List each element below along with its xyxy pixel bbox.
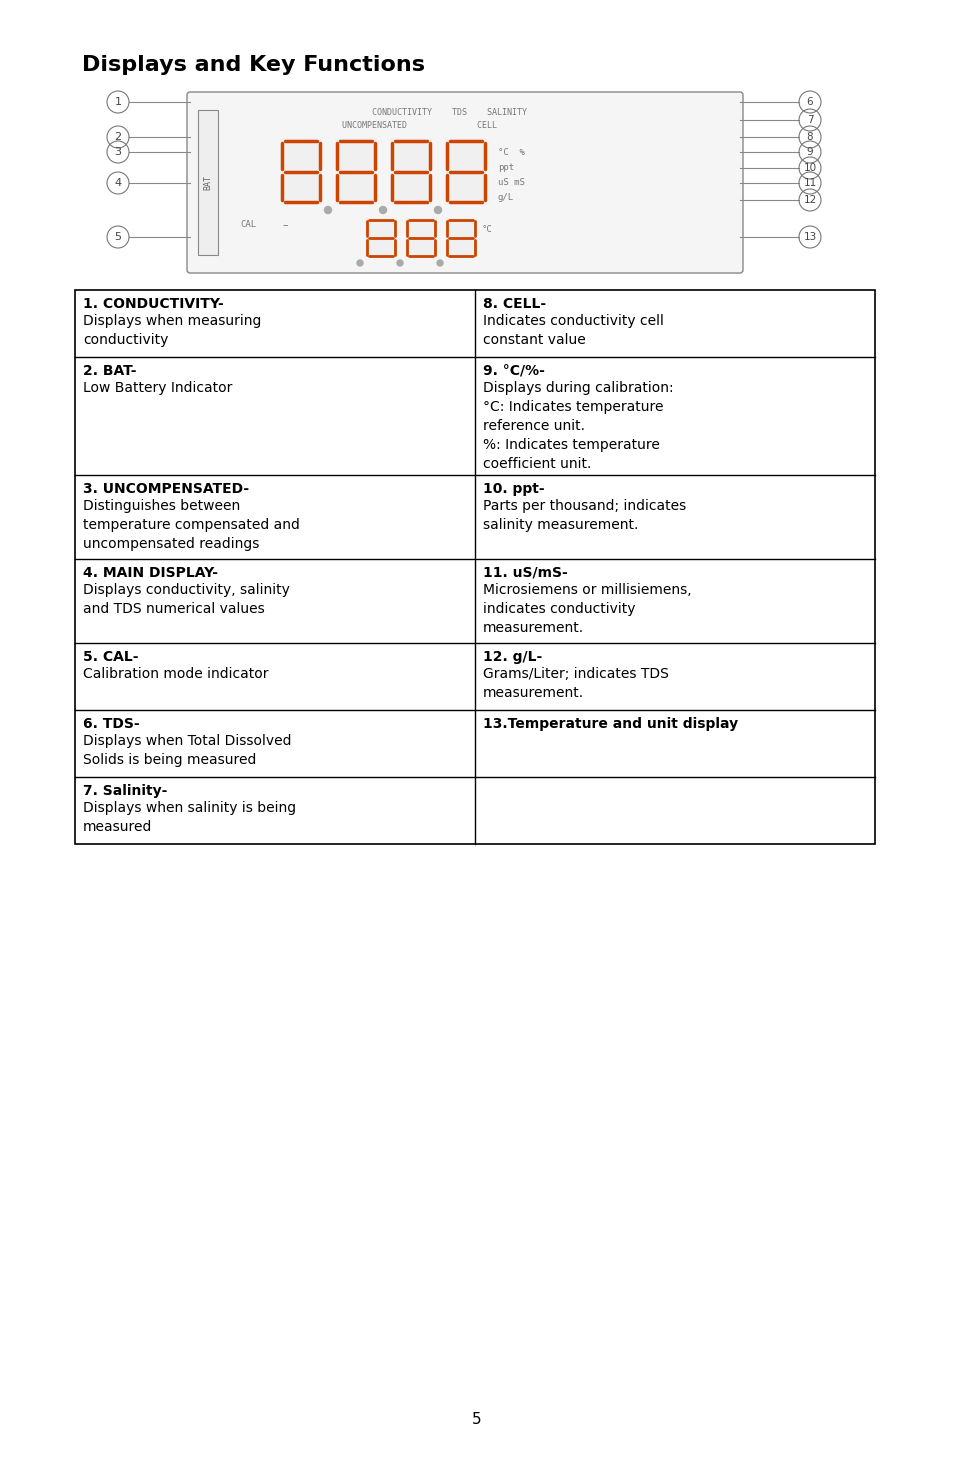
Text: Indicates conductivity cell
constant value: Indicates conductivity cell constant val…: [482, 314, 663, 347]
Text: 1. CONDUCTIVITY-: 1. CONDUCTIVITY-: [83, 296, 224, 311]
Text: Grams/Liter; indicates TDS
measurement.: Grams/Liter; indicates TDS measurement.: [482, 667, 668, 701]
Text: –: –: [282, 220, 288, 230]
Bar: [390, 139, 432, 205]
Bar: [405, 218, 436, 258]
Text: 3: 3: [114, 148, 121, 156]
Bar: [280, 139, 322, 205]
Text: 5: 5: [472, 1413, 481, 1428]
Text: 6: 6: [806, 97, 813, 108]
Text: Displays and Key Functions: Displays and Key Functions: [82, 55, 424, 75]
Text: g/L: g/L: [497, 193, 514, 202]
Bar: [444, 218, 476, 258]
Text: 6. TDS-: 6. TDS-: [83, 717, 139, 732]
Text: 5. CAL-: 5. CAL-: [83, 650, 138, 664]
Text: 2: 2: [114, 131, 121, 142]
Text: 7. Salinity-: 7. Salinity-: [83, 785, 167, 798]
Bar: [198, 111, 218, 255]
Circle shape: [356, 260, 363, 266]
Text: Low Battery Indicator: Low Battery Indicator: [83, 381, 233, 395]
Text: BAT: BAT: [203, 176, 213, 190]
Text: Microsiemens or millisiemens,
indicates conductivity
measurement.: Microsiemens or millisiemens, indicates …: [482, 583, 691, 634]
Text: uS mS: uS mS: [497, 178, 524, 187]
Text: 7: 7: [806, 115, 813, 125]
Text: °C  %: °C %: [497, 148, 524, 156]
Text: 12: 12: [802, 195, 816, 205]
Text: Calibration mode indicator: Calibration mode indicator: [83, 667, 268, 681]
Text: 10. ppt-: 10. ppt-: [482, 482, 544, 496]
Text: UNCOMPENSATED              CELL: UNCOMPENSATED CELL: [342, 121, 497, 130]
Circle shape: [396, 260, 402, 266]
Text: CAL: CAL: [240, 220, 255, 229]
Bar: [365, 218, 396, 258]
Text: CONDUCTIVITY    TDS    SALINITY: CONDUCTIVITY TDS SALINITY: [372, 108, 527, 117]
Circle shape: [434, 207, 441, 214]
Text: 9: 9: [806, 148, 813, 156]
Text: ppt: ppt: [497, 164, 514, 173]
Text: 2. BAT-: 2. BAT-: [83, 364, 136, 378]
Text: Displays conductivity, salinity
and TDS numerical values: Displays conductivity, salinity and TDS …: [83, 583, 290, 617]
Text: °C: °C: [481, 226, 493, 235]
Text: 8: 8: [806, 131, 813, 142]
Text: Displays during calibration:
°C: Indicates temperature
reference unit.
%: Indica: Displays during calibration: °C: Indicat…: [482, 381, 673, 471]
Text: 9. °C/%-: 9. °C/%-: [482, 364, 544, 378]
Text: 12. g/L-: 12. g/L-: [482, 650, 541, 664]
Bar: [75, 291, 874, 844]
Text: 8. CELL-: 8. CELL-: [482, 296, 545, 311]
Text: 13.Temperature and unit display: 13.Temperature and unit display: [482, 717, 738, 732]
Text: 11. uS/mS-: 11. uS/mS-: [482, 566, 567, 580]
Text: Displays when measuring
conductivity: Displays when measuring conductivity: [83, 314, 261, 347]
Circle shape: [436, 260, 442, 266]
Text: 11: 11: [802, 178, 816, 187]
Text: Displays when Total Dissolved
Solids is being measured: Displays when Total Dissolved Solids is …: [83, 735, 292, 767]
Circle shape: [379, 207, 386, 214]
Text: 4: 4: [114, 178, 121, 187]
FancyBboxPatch shape: [187, 91, 742, 273]
Text: 4. MAIN DISPLAY-: 4. MAIN DISPLAY-: [83, 566, 218, 580]
Circle shape: [324, 207, 331, 214]
Bar: [335, 139, 376, 205]
Text: Parts per thousand; indicates
salinity measurement.: Parts per thousand; indicates salinity m…: [482, 499, 685, 532]
Text: 5: 5: [114, 232, 121, 242]
Text: 1: 1: [114, 97, 121, 108]
Text: 3. UNCOMPENSATED-: 3. UNCOMPENSATED-: [83, 482, 249, 496]
Text: 13: 13: [802, 232, 816, 242]
Text: Distinguishes between
temperature compensated and
uncompensated readings: Distinguishes between temperature compen…: [83, 499, 299, 550]
Text: Displays when salinity is being
measured: Displays when salinity is being measured: [83, 801, 295, 833]
Text: 10: 10: [802, 164, 816, 173]
Bar: [444, 139, 486, 205]
